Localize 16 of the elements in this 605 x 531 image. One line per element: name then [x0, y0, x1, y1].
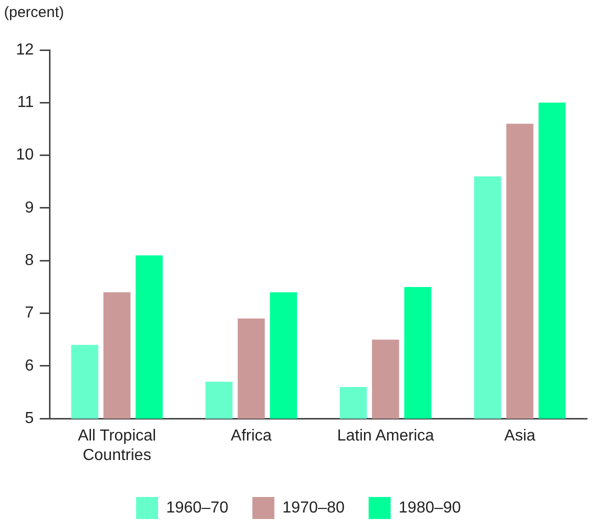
y-tick-label: 6 [24, 357, 34, 374]
x-tick-label: Latin America [337, 428, 434, 445]
y-tick-label: 5 [24, 410, 34, 428]
y-tick-label: 10 [16, 146, 34, 164]
x-tick-label: Asia [504, 428, 536, 445]
y-tick-label: 7 [24, 304, 34, 322]
legend-label: 1960–70 [166, 499, 228, 516]
y-tick-label: 9 [24, 199, 34, 216]
y-tick-label: 12 [16, 41, 34, 58]
y-tick-label: 8 [24, 252, 34, 270]
y-tick-label: 11 [17, 94, 34, 112]
x-tick-label: Africa [230, 428, 272, 445]
x-tick-label: All Tropical Countries [78, 428, 156, 464]
legend-label: 1970–80 [282, 499, 345, 516]
legend-label: 1980–90 [398, 499, 462, 516]
y-axis-title: (percent) [4, 4, 64, 21]
